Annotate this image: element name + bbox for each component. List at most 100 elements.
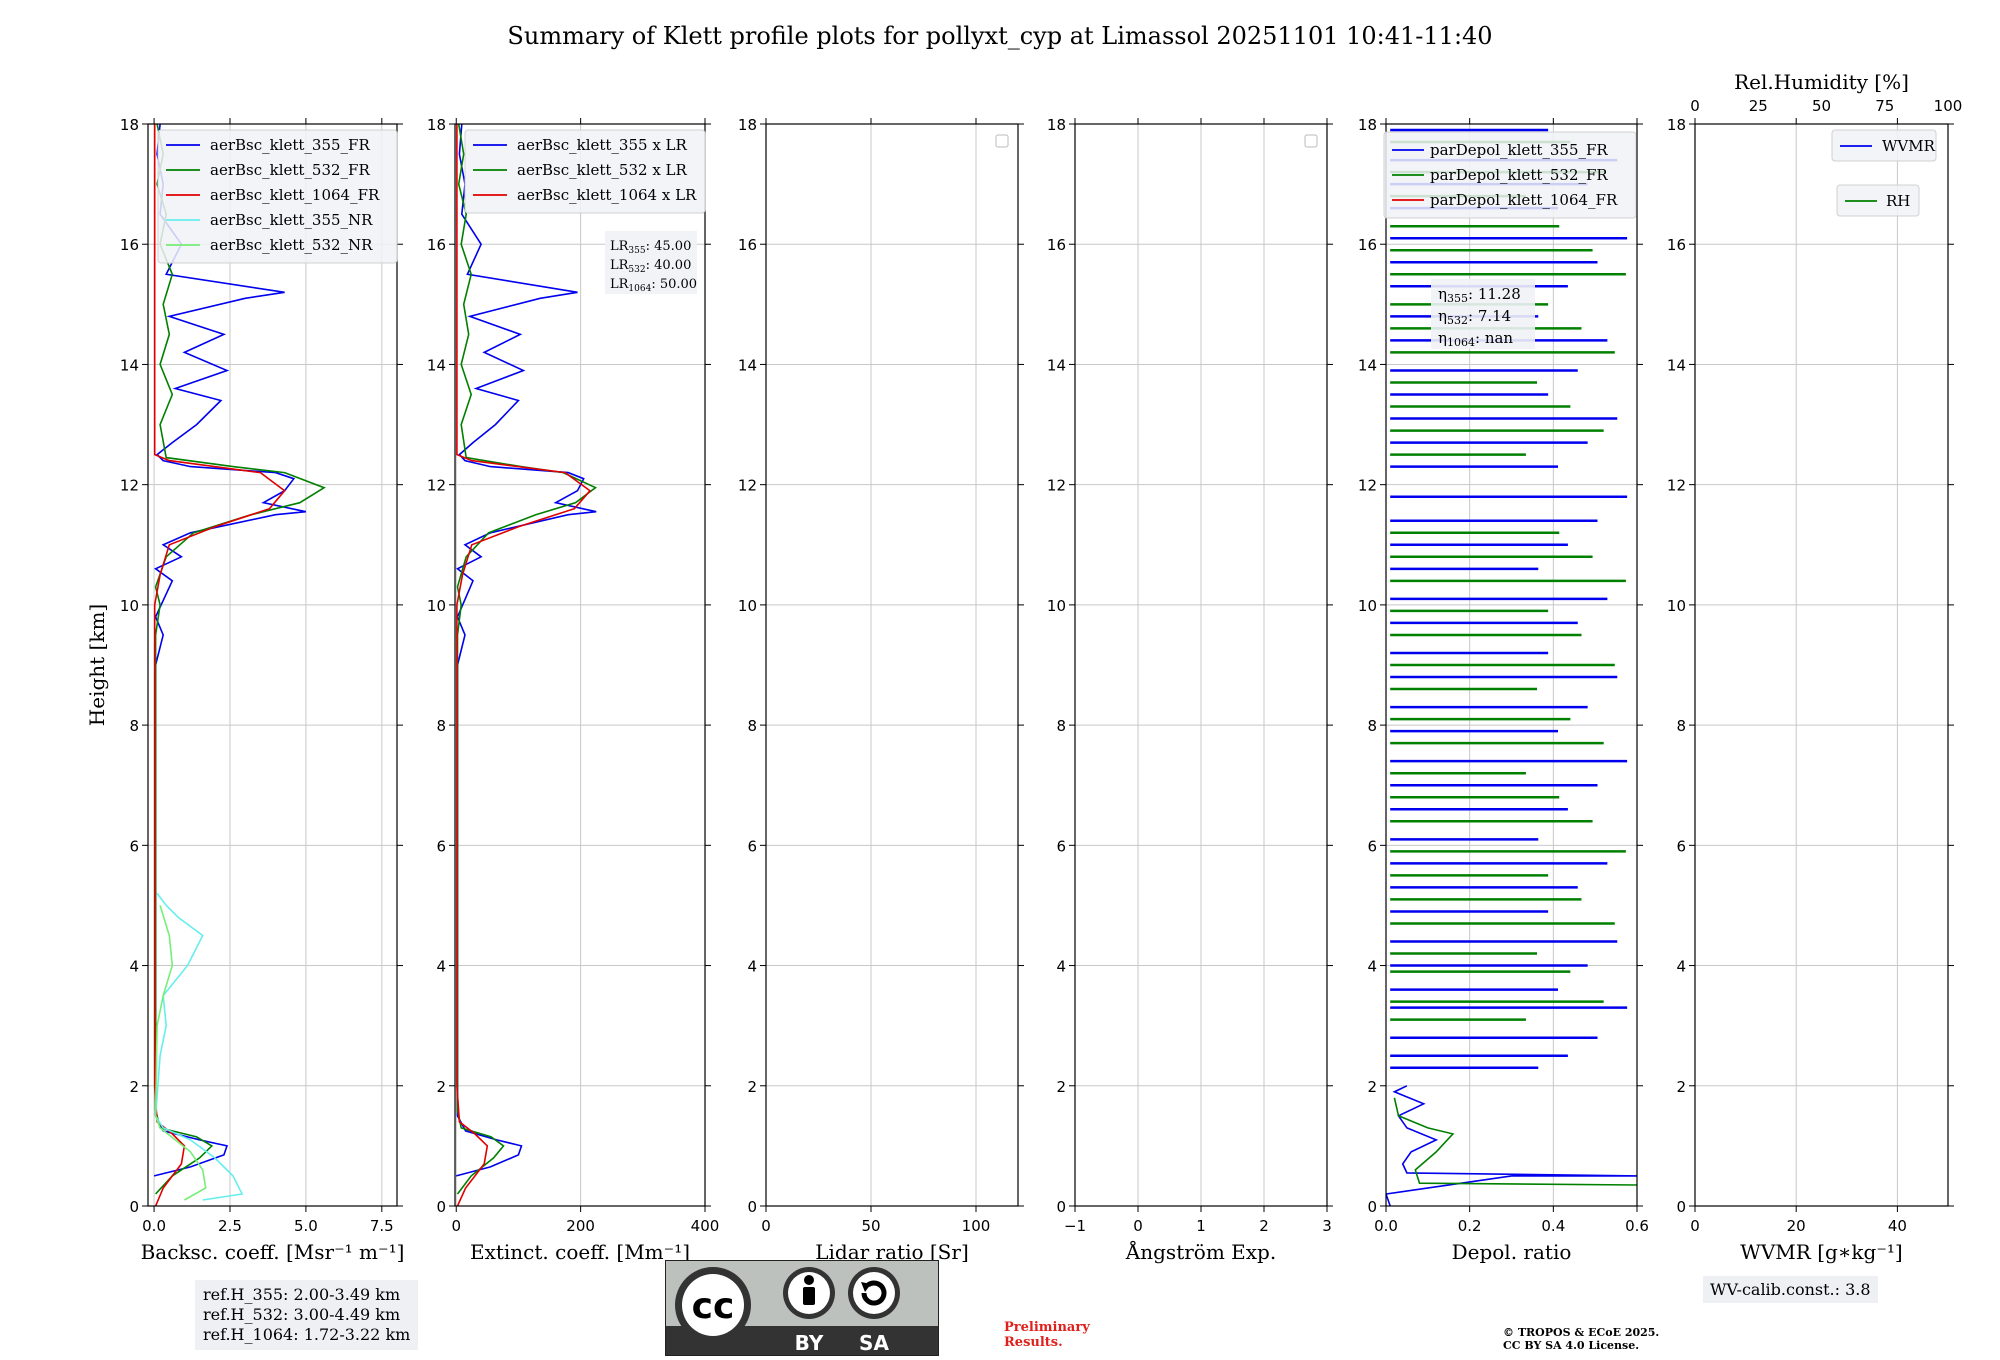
series-aerBsc_klett_355 x LR [455, 124, 597, 1177]
cc-license-logo: cc BY SA [665, 1260, 939, 1356]
xaxis-label: Extinct. coeff. [Mm⁻¹] [470, 1240, 690, 1264]
legend-label: aerBsc_klett_355 x LR [517, 136, 688, 154]
xtick-label: 2.5 [218, 1217, 242, 1235]
ytick-label: 0 [436, 1198, 446, 1216]
series-aerBsc_klett_532_NR [154, 905, 207, 1201]
ytick-label: 0 [129, 1198, 139, 1216]
series-parDepol_klett_532_FR [1393, 1097, 1637, 1186]
lr-value: LR355: 45.00 [610, 239, 691, 256]
series-parDepol_klett_355_FR [1386, 1085, 1637, 1206]
ytick-label: 4 [1676, 958, 1686, 976]
reference-height-box: ref.H_355: 2.00-3.49 km ref.H_532: 3.00-… [195, 1280, 419, 1350]
empty-legend-icon [1304, 134, 1318, 148]
ytick-label: 10 [427, 597, 446, 615]
legend-label: parDepol_klett_355_FR [1430, 141, 1608, 159]
ytick-label: 14 [738, 356, 757, 374]
ytick-label: 2 [747, 1078, 757, 1096]
ytick-label: 12 [1047, 477, 1066, 495]
ytick-label: 10 [1667, 597, 1686, 615]
xtick-label: 0.2 [1458, 1217, 1482, 1235]
ytick-label: 16 [427, 236, 446, 254]
wv-calibration-box: WV-calib.const.: 3.8 [1703, 1276, 1878, 1303]
panel-depol: 0 2 4 6 8 10 12 14 16 18 0.0 0.2 0.4 0.6 Depol. ratio p… [1358, 116, 1649, 1264]
xtick-label: 0.4 [1541, 1217, 1565, 1235]
ytick-label: 4 [1367, 958, 1377, 976]
legend-box [464, 129, 706, 214]
cc-icon-text: cc [692, 1286, 735, 1327]
panel-backscatter: 0 2 4 6 8 10 12 14 16 18 0.0 2.5 5.0 7.5 Backsc. coeff… [85, 116, 404, 1264]
xtick-label: 2 [1259, 1217, 1269, 1235]
eta-value: η532: 7.14 [1438, 307, 1511, 327]
top-xtick-label: 100 [1934, 97, 1963, 115]
ytick-label: 6 [1676, 837, 1686, 855]
legend-box [157, 129, 398, 264]
eta-box-bg [1431, 279, 1535, 349]
series-aerBsc_klett_355_NR [154, 892, 244, 1201]
xtick-label: 0 [761, 1217, 771, 1235]
xtick-label: 1 [1196, 1217, 1206, 1235]
ytick-label: 18 [1358, 116, 1377, 134]
ytick-label: 0 [747, 1198, 757, 1216]
ytick-label: 0 [1676, 1198, 1686, 1216]
xtick-label: 100 [962, 1217, 991, 1235]
legend-label: aerBsc_klett_532_FR [210, 161, 370, 179]
ytick-label: 6 [436, 837, 446, 855]
ytick-label: 16 [1667, 236, 1686, 254]
ytick-label: 0 [1367, 1198, 1377, 1216]
legend-wvmr: WVMR RH [1831, 129, 1937, 217]
legend-label: aerBsc_klett_532_NR [210, 236, 373, 254]
xtick-label: 5.0 [294, 1217, 318, 1235]
legend-label: aerBsc_klett_355_NR [210, 211, 373, 229]
ytick-label: 8 [129, 717, 139, 735]
legend-box [1831, 129, 1937, 162]
ytick-label: 12 [1358, 477, 1377, 495]
lr-value: LR532: 40.00 [610, 258, 691, 275]
ytick-label: 18 [1667, 116, 1686, 134]
xtick-label: −1 [1064, 1217, 1086, 1235]
ytick-label: 14 [1358, 356, 1377, 374]
xtick-label: 0 [1690, 1217, 1700, 1235]
plot-area-extinction [455, 124, 598, 1206]
legend-depol: parDepol_klett_355_FR parDepol_klett_532_… [1383, 131, 1637, 219]
series-aerBsc_klett_532_FR [154, 124, 326, 1195]
xtick-label: 0.6 [1625, 1217, 1649, 1235]
ytick-label: 4 [129, 958, 139, 976]
top-xtick-label: 75 [1875, 97, 1894, 115]
ytick-label: 14 [427, 356, 446, 374]
ytick-label: 12 [738, 477, 757, 495]
eta-value: η355: 11.28 [1438, 285, 1521, 305]
top-xtick-label: 25 [1749, 97, 1768, 115]
ytick-label: 14 [1667, 356, 1686, 374]
xtick-label: 400 [691, 1217, 720, 1235]
legend-label: aerBsc_klett_1064_FR [210, 186, 380, 204]
ytick-label: 4 [1056, 958, 1066, 976]
legend-label: parDepol_klett_1064_FR [1430, 191, 1618, 209]
ytick-label: 10 [120, 597, 139, 615]
ytick-label: 10 [1358, 597, 1377, 615]
axes-frame [147, 123, 398, 1207]
ytick-label: 4 [436, 958, 446, 976]
legend-label: WVMR [1882, 137, 1936, 155]
plot-area-depol [1386, 128, 1637, 1206]
ytick-label: 8 [1367, 717, 1377, 735]
series-aerBsc_klett_1064 x LR [456, 124, 592, 1206]
empty-legend-icon [995, 134, 1009, 148]
xtick-label: 200 [566, 1217, 595, 1235]
figure-title: Summary of Klett profile plots for polly… [507, 22, 1493, 50]
ytick-label: 2 [1367, 1078, 1377, 1096]
cc-by-label: BY [795, 1331, 824, 1355]
ref-height-532: ref.H_532: 3.00-4.49 km [203, 1305, 401, 1324]
ytick-label: 12 [120, 477, 139, 495]
ytick-label: 6 [129, 837, 139, 855]
xaxis-label: Backsc. coeff. [Msr⁻¹ m⁻¹] [141, 1240, 405, 1264]
ytick-label: 6 [1056, 837, 1066, 855]
lr-box-bg [605, 231, 697, 294]
ytick-label: 2 [129, 1078, 139, 1096]
ytick-label: 14 [1047, 356, 1066, 374]
xtick-label: 0 [451, 1217, 461, 1235]
ytick-label: 2 [1676, 1078, 1686, 1096]
xtick-label: 0 [1133, 1217, 1143, 1235]
